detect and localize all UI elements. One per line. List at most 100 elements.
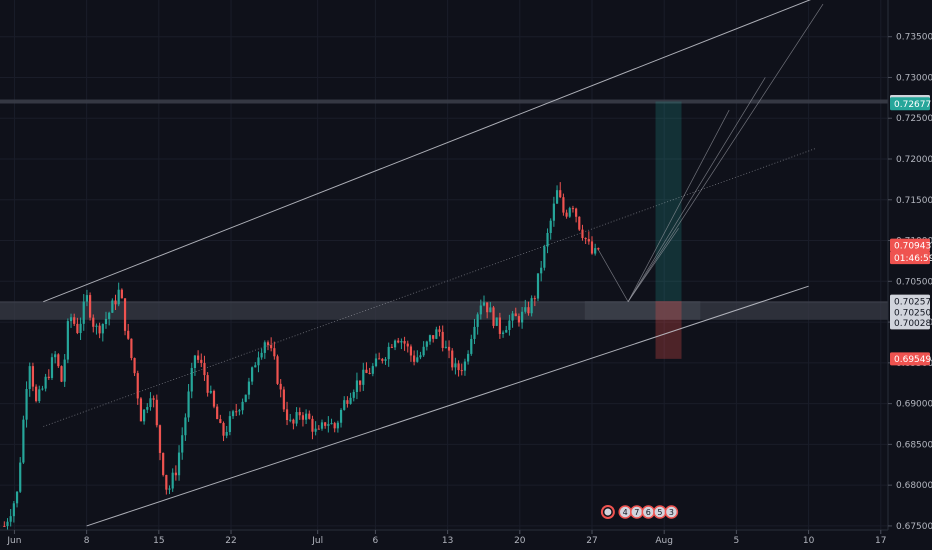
- candle-body: [152, 398, 155, 400]
- candle-body: [476, 314, 479, 327]
- candle-body: [428, 335, 432, 342]
- profit-zone[interactable]: [655, 101, 682, 302]
- long-position-tool[interactable]: [655, 101, 682, 359]
- candle-body: [422, 346, 425, 356]
- candle-body: [9, 516, 12, 522]
- candle-body: [346, 400, 349, 404]
- trend-lines[interactable]: [43, 0, 824, 527]
- candle-body: [571, 208, 575, 210]
- candle-body: [362, 369, 365, 385]
- candle-body: [467, 353, 470, 362]
- event-count-marker[interactable]: [664, 505, 679, 519]
- candle-body: [190, 368, 193, 392]
- x-tick-label: 20: [514, 536, 526, 546]
- event-count-label: 5: [657, 508, 662, 517]
- horizontal-level: [0, 99, 888, 104]
- candle-body: [177, 452, 181, 476]
- candle-body: [524, 307, 527, 312]
- candle-body: [174, 472, 177, 476]
- candle-body: [47, 376, 50, 378]
- candle-body: [108, 312, 111, 319]
- price-tag-bg: [890, 352, 930, 366]
- candle-body: [397, 340, 400, 343]
- candle-body: [171, 472, 174, 489]
- candle-body: [460, 370, 463, 372]
- price-tag-bg: [890, 238, 930, 252]
- projection-line[interactable]: [597, 248, 629, 302]
- candle-body: [187, 391, 190, 418]
- candle-body: [73, 317, 76, 324]
- channel-lower-line[interactable]: [86, 285, 809, 527]
- candle-body: [209, 390, 212, 393]
- x-tick-label: 22: [225, 536, 236, 546]
- candle-body: [206, 375, 209, 393]
- candle-body: [501, 332, 505, 334]
- candle-body: [581, 229, 584, 239]
- candle-body: [486, 302, 489, 313]
- candle-body: [406, 343, 409, 347]
- candle-body: [425, 341, 428, 347]
- projection-line[interactable]: [627, 3, 824, 302]
- price-tag-label: 0.70028: [894, 319, 931, 329]
- candle-body: [343, 400, 346, 410]
- projection-line[interactable]: [627, 109, 730, 302]
- candle-body: [114, 300, 117, 305]
- candle-body: [447, 346, 451, 351]
- price-tag-bg: [890, 251, 930, 265]
- candle-body: [155, 399, 158, 426]
- candle-body: [19, 462, 22, 492]
- candle-body: [197, 355, 200, 360]
- candle-body: [336, 422, 339, 429]
- candle-body: [162, 452, 165, 475]
- candle-body: [349, 397, 352, 404]
- candle-body: [511, 313, 514, 321]
- candle-body: [555, 190, 559, 204]
- candle-body: [549, 220, 552, 233]
- candle-body: [400, 341, 403, 343]
- candle-body: [359, 380, 362, 385]
- candle-body: [562, 197, 565, 213]
- time-axis[interactable]: Jun 8 15 22 Jul 6 13 20 27 Aug 5 10 17: [6, 530, 887, 546]
- candle-body: [222, 422, 225, 436]
- channel-mid-line[interactable]: [43, 148, 816, 427]
- candle-body: [390, 346, 393, 348]
- candle-body: [34, 386, 38, 402]
- candle-body: [451, 350, 454, 368]
- event-flag-dot[interactable]: [604, 508, 612, 516]
- candle-body: [231, 411, 235, 417]
- event-count-label: 7: [634, 508, 639, 517]
- candle-body: [92, 317, 95, 327]
- x-tick-label: 27: [586, 536, 597, 546]
- candle-body: [320, 422, 324, 429]
- candle-body: [292, 419, 295, 424]
- candle-body: [384, 359, 387, 361]
- candle-body: [546, 232, 549, 247]
- candle-body: [305, 413, 308, 420]
- candle-body: [285, 409, 289, 421]
- candle-body: [473, 326, 476, 339]
- candle-body: [530, 298, 533, 314]
- candle-body: [514, 313, 517, 317]
- channel-upper-line[interactable]: [43, 0, 815, 303]
- candle-body: [584, 238, 587, 240]
- candle-body: [123, 298, 127, 331]
- candle-body: [235, 411, 238, 413]
- candle-body: [590, 241, 594, 254]
- projection-line[interactable]: [627, 77, 766, 302]
- candle-body: [212, 390, 216, 407]
- y-tick-label: 0.72500: [896, 114, 932, 124]
- candle-body: [441, 331, 444, 348]
- candle-body: [143, 409, 146, 422]
- candle-body: [85, 295, 89, 302]
- price-tag-label: 0.70250: [894, 308, 931, 318]
- candle-body: [44, 376, 47, 389]
- candle-body: [117, 289, 120, 305]
- candle-body: [41, 388, 44, 390]
- y-tick-label: 0.67500: [896, 522, 932, 532]
- candle-body: [130, 338, 133, 359]
- candle-body: [416, 357, 419, 362]
- candle-body: [127, 330, 130, 339]
- candle-body: [28, 366, 31, 390]
